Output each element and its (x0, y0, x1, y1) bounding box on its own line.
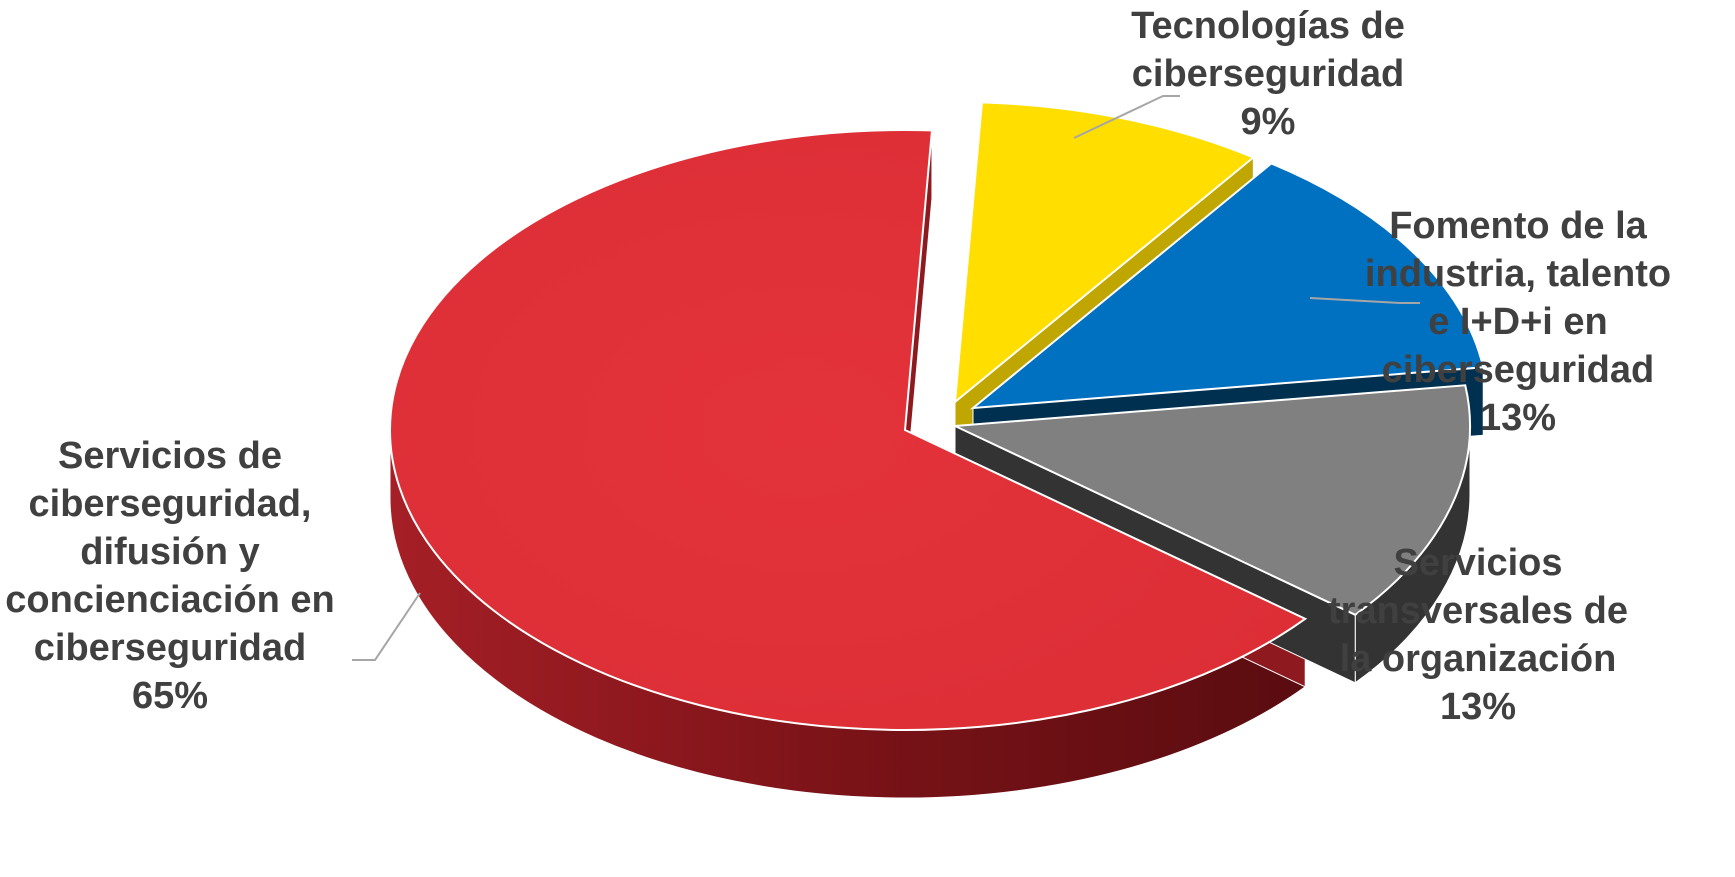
slice-label-0: Tecnologías de ciberseguridad 9% (1131, 5, 1405, 143)
slice-label-line: Servicios (1394, 542, 1563, 584)
leader-lines (352, 95, 1420, 661)
pie-slice-0 (953, 101, 1256, 405)
pie-slice-1 (969, 162, 1485, 410)
slice-label-1: Fomento de la industria, talento e I+D+i e… (1365, 205, 1671, 439)
slice-tops (389, 101, 1485, 731)
slice-value-label: 13% (1480, 397, 1556, 439)
slice-value-label: 65% (132, 675, 208, 717)
leader-line-3 (352, 592, 421, 661)
slice-label-2: Servicios transversales de la organización… (1328, 542, 1628, 728)
slice-label-line: concienciación en (5, 579, 334, 621)
slice-label-line: Fomento de la (1389, 205, 1647, 247)
leader-line-1 (1309, 297, 1420, 304)
leader-line-0 (1073, 95, 1180, 139)
slice-label-line: la organización (1340, 638, 1617, 680)
slice-label-line: ciberseguridad (1132, 53, 1404, 95)
slice-label-line: ciberseguridad, (29, 483, 312, 525)
slice-value-label: 9% (1241, 101, 1296, 143)
slice-label-line: industria, talento (1365, 253, 1671, 295)
slice-value-label: 13% (1440, 686, 1516, 728)
slice-label-line: difusión y (80, 531, 259, 573)
slice-label-line: Servicios de (58, 435, 282, 477)
slice-label-line: transversales de (1328, 590, 1628, 632)
slice-label-line: ciberseguridad (34, 627, 306, 669)
pie-slice-2 (951, 384, 1471, 616)
slice-label-line: ciberseguridad (1382, 349, 1654, 391)
pie-slice-3 (389, 129, 1308, 731)
slice-label-3: Servicios de ciberseguridad, difusión y con… (5, 435, 334, 717)
slice-labels: Tecnologías de ciberseguridad 9% Fomento de… (5, 5, 1671, 728)
slice-label-line: e I+D+i en (1428, 301, 1608, 343)
slice-label-line: Tecnologías de (1131, 5, 1405, 47)
